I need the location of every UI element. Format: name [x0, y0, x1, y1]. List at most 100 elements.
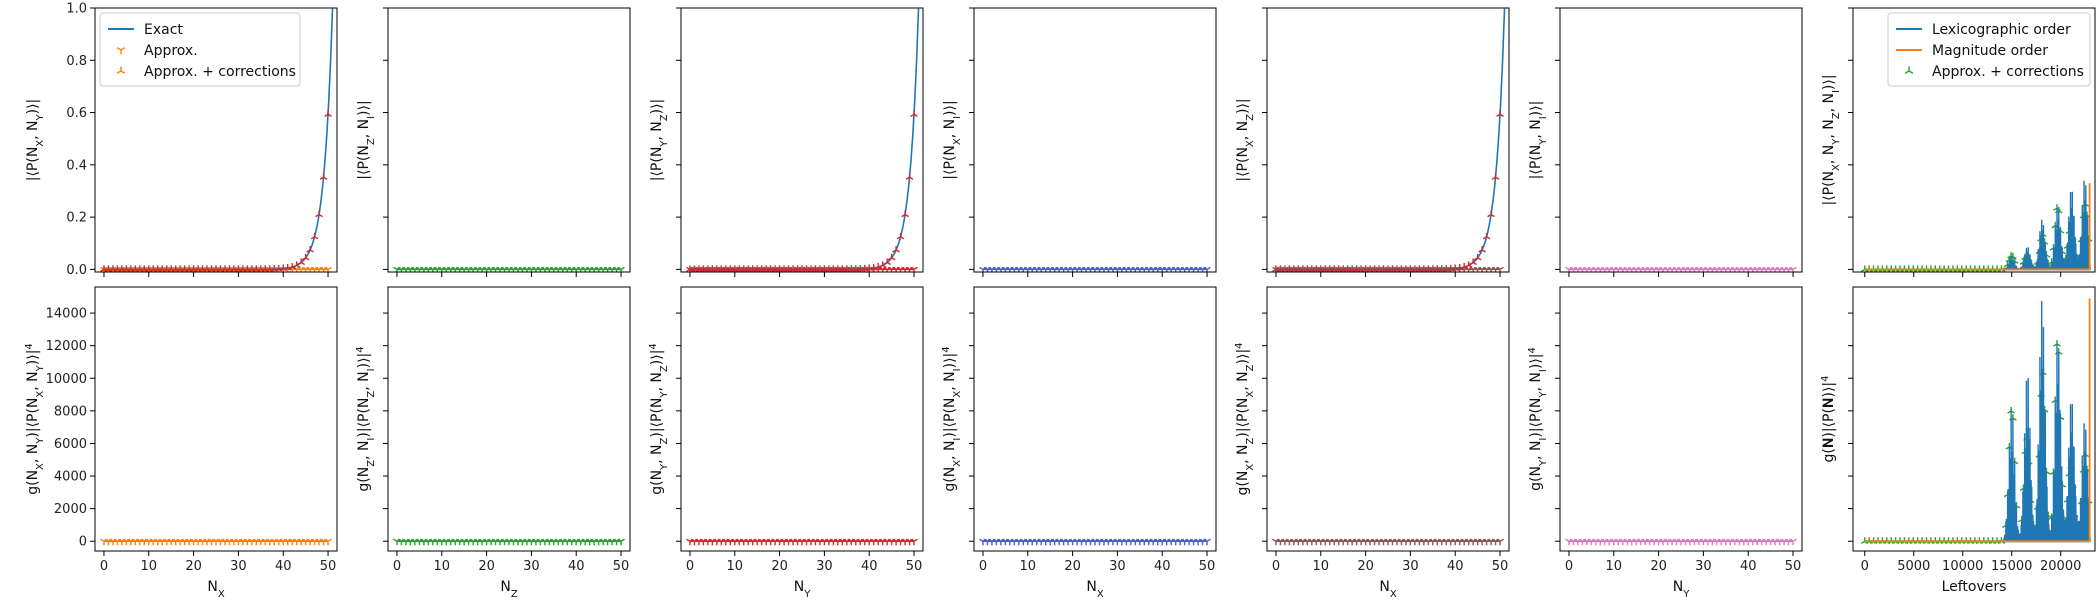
y-axis-label: |⟨P(NY, NZ)⟩| — [649, 99, 670, 182]
x-axis-label: Leftovers — [1942, 579, 2007, 595]
corrected-marker — [306, 246, 314, 253]
plot-area-t6 — [1565, 266, 1797, 272]
panel-t6: |⟨P(NY, NI)⟩| — [1528, 7, 1803, 277]
y-axis-label: g(NX, NI)|⟨P(NX, NI)⟩|4 — [941, 346, 963, 491]
x-tick-label: 40 — [568, 559, 585, 574]
x-axis-label: NY — [1673, 579, 1690, 600]
y-axis-label: g(NX, NZ)|⟨P(NX, NZ)⟩|4 — [1234, 342, 1256, 495]
y-axis-label: g(NZ, NI)|⟨P(NZ, NI)⟩|4 — [355, 346, 377, 491]
x-tick-label: 40 — [1154, 559, 1171, 574]
axes-frame — [1266, 286, 1510, 552]
x-tick-label: 50 — [1199, 559, 1216, 574]
x-tick-label: 0 — [393, 559, 401, 574]
legend-left: Exact Approx. Approx. + corrections — [99, 12, 301, 87]
x-tick-label: 50 — [320, 559, 337, 574]
panel-t5: |⟨P(NX, NZ)⟩| — [1235, 7, 1510, 277]
corrected-marker — [1460, 262, 1469, 270]
panel-b4: 0 10 20 30 40 50 g(NX, NI)|⟨P(NX, NI)⟩|4 NX — [941, 286, 1217, 600]
plot-area-b4 — [979, 538, 1211, 546]
magnitude-curve — [1864, 298, 2091, 543]
approx-marker — [1203, 266, 1211, 272]
x-tick-label: 40 — [275, 559, 292, 574]
axes-frame — [680, 7, 924, 273]
x-tick-label: 20 — [1357, 559, 1374, 574]
panel-b3: 0 10 20 30 40 50 g(NY, NZ)|⟨P(NY, NZ)⟩|4 NY — [648, 286, 924, 600]
corrected-marker — [1496, 110, 1504, 117]
y-axis-label: |⟨P(NX, NZ)⟩| — [1235, 98, 1256, 181]
panel-b5: 0 10 20 30 40 50 g(NX, NZ)|⟨P(NX, NZ)⟩|4 NX — [1234, 286, 1510, 600]
axes-frame — [1559, 7, 1803, 273]
legend-frame — [99, 12, 301, 87]
x-axis-label: NX — [1379, 579, 1396, 600]
corrected-marker — [310, 232, 319, 240]
axes-frame — [94, 7, 338, 273]
axes-frame — [387, 7, 631, 273]
x-axis-label: NX — [1086, 579, 1103, 600]
x-tick-label: 0 — [686, 559, 694, 574]
lexicographic-curve — [1864, 180, 2091, 271]
x-tick-label: 10 — [1020, 559, 1037, 574]
legend-label: Magnitude order — [1932, 43, 2048, 59]
panel-t7: |⟨P(NX, NY, NZ, NI)⟩| — [1821, 7, 2096, 277]
approx-marker — [324, 266, 332, 272]
corrected-marker — [297, 258, 305, 266]
plot-area-t1 — [100, 8, 334, 272]
x-tick-label: 40 — [1740, 559, 1757, 574]
plot-area-t7 — [1860, 180, 2093, 272]
y-tick-label: 2000 — [54, 502, 87, 517]
corrected-marker — [892, 246, 900, 253]
panel-t2: |⟨P(NZ, NI)⟩| — [356, 7, 631, 277]
corrected-marker — [301, 253, 310, 261]
x-tick-label: 0 — [1565, 559, 1573, 574]
legend-swatch-marker — [116, 47, 126, 55]
x-tick-label: 0 — [100, 559, 108, 574]
x-tick-label: 30 — [230, 559, 247, 574]
plot-area-b7 — [1860, 298, 2093, 544]
x-tick-label: 30 — [1695, 559, 1712, 574]
corrected-marker — [1469, 258, 1477, 266]
corrected-marker — [874, 262, 883, 270]
panel-t1: 0.0 0.2 0.4 0.6 0.8 1.0 |⟨P(NX, NY)⟩| — [25, 2, 338, 278]
x-axis-label: NX — [207, 579, 224, 600]
corrected-marker — [288, 262, 297, 270]
x-tick-label: 50 — [1785, 559, 1802, 574]
x-tick-label: 10000 — [1942, 559, 1983, 574]
corrected-marker — [905, 173, 914, 180]
legend-label: Approx. — [144, 43, 198, 59]
plot-area-t2 — [393, 266, 625, 272]
y-tick-label: 14000 — [46, 307, 87, 322]
x-tick-label: 30 — [816, 559, 833, 574]
corrected-marker — [878, 261, 887, 268]
corrected-marker — [315, 210, 323, 218]
plot-area-t4 — [979, 266, 1211, 272]
y-axis-label: |⟨P(NX, NI)⟩| — [942, 100, 963, 179]
y-tick-label: 0.4 — [66, 158, 87, 173]
corrected-marker — [1464, 261, 1473, 268]
y-tick-label: 0.8 — [66, 54, 87, 69]
y-axis-label: |⟨P(NX, NY, NZ, NI)⟩| — [1821, 74, 1842, 205]
corrected-marker — [1491, 173, 1500, 180]
y-axis-label: |⟨P(NZ, NI)⟩| — [356, 100, 377, 179]
y-tick-label: 0.6 — [66, 106, 87, 121]
corrected-marker — [1487, 210, 1495, 218]
axes-frame — [1852, 7, 2096, 273]
y-tick-label: 10000 — [46, 372, 87, 387]
corrected-marker — [292, 261, 301, 268]
x-axis-label: NY — [794, 579, 811, 600]
x-tick-label: 5000 — [1897, 559, 1930, 574]
y-tick-label: 4000 — [54, 470, 87, 485]
plot-area-b1 — [100, 538, 332, 546]
axes-frame — [680, 286, 924, 552]
magnitude-curve — [1864, 183, 2091, 271]
axes-frame — [1559, 286, 1803, 552]
y-axis-label: g(NX, NY)|⟨P(NX, NY)⟩|4 — [24, 343, 46, 495]
axes-frame — [94, 286, 338, 552]
approx-marker — [1789, 266, 1797, 272]
x-tick-label: 10 — [141, 559, 158, 574]
x-tick-label: 50 — [906, 559, 923, 574]
x-tick-label: 20000 — [2040, 559, 2081, 574]
x-tick-label: 10 — [434, 559, 451, 574]
axes-frame — [1852, 286, 2096, 552]
panel-b6: 0 10 20 30 40 50 g(NY, NI)|⟨P(NY, NI)⟩|4 NY — [1527, 286, 1803, 600]
